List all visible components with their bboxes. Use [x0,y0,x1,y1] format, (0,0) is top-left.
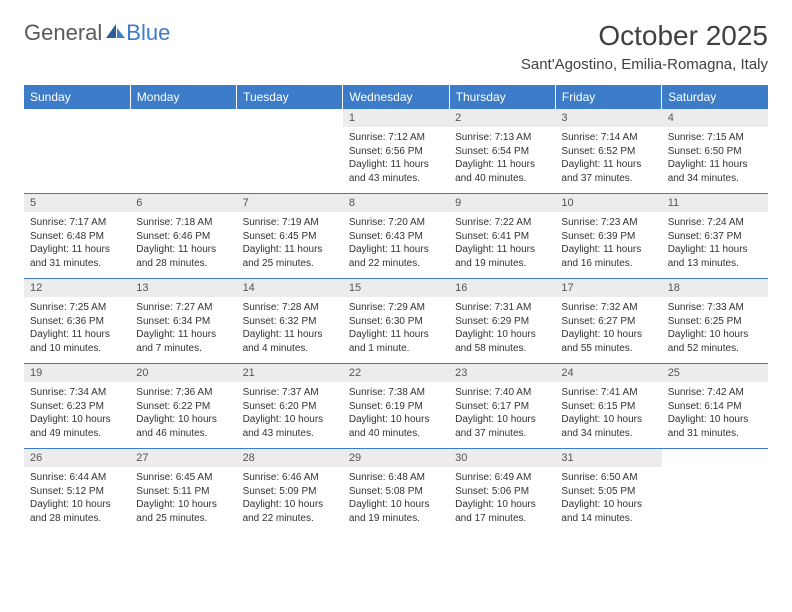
day-header: Friday [555,85,661,109]
day-number-cell: 26 [24,449,130,468]
day-content-cell: Sunrise: 7:19 AMSunset: 6:45 PMDaylight:… [237,212,343,279]
day-number-cell: 31 [555,449,661,468]
day-number-cell: 18 [662,279,768,298]
day-content-cell: Sunrise: 7:31 AMSunset: 6:29 PMDaylight:… [449,297,555,364]
day-number-cell: 29 [343,449,449,468]
day-number-cell [662,449,768,468]
daynum-row: 567891011 [24,194,768,213]
day-number-cell [24,109,130,127]
day-number-cell: 22 [343,364,449,383]
header: General Blue October 2025 Sant'Agostino,… [24,20,768,73]
content-row: Sunrise: 6:44 AMSunset: 5:12 PMDaylight:… [24,467,768,533]
day-content-cell: Sunrise: 7:13 AMSunset: 6:54 PMDaylight:… [449,127,555,194]
day-content-cell: Sunrise: 7:18 AMSunset: 6:46 PMDaylight:… [130,212,236,279]
day-header: Tuesday [237,85,343,109]
day-number-cell: 24 [555,364,661,383]
day-content-cell: Sunrise: 7:22 AMSunset: 6:41 PMDaylight:… [449,212,555,279]
day-header: Wednesday [343,85,449,109]
day-number-cell: 2 [449,109,555,127]
location: Sant'Agostino, Emilia-Romagna, Italy [521,56,768,73]
content-row: Sunrise: 7:34 AMSunset: 6:23 PMDaylight:… [24,382,768,449]
day-header: Monday [130,85,236,109]
day-content-cell: Sunrise: 7:34 AMSunset: 6:23 PMDaylight:… [24,382,130,449]
day-number-cell [237,109,343,127]
day-number-cell: 5 [24,194,130,213]
day-content-cell: Sunrise: 7:41 AMSunset: 6:15 PMDaylight:… [555,382,661,449]
day-content-cell: Sunrise: 7:27 AMSunset: 6:34 PMDaylight:… [130,297,236,364]
logo: General Blue [24,20,170,46]
day-number-cell: 8 [343,194,449,213]
day-content-cell [237,127,343,194]
content-row: Sunrise: 7:12 AMSunset: 6:56 PMDaylight:… [24,127,768,194]
day-content-cell: Sunrise: 6:44 AMSunset: 5:12 PMDaylight:… [24,467,130,533]
day-content-cell: Sunrise: 6:49 AMSunset: 5:06 PMDaylight:… [449,467,555,533]
day-content-cell: Sunrise: 7:25 AMSunset: 6:36 PMDaylight:… [24,297,130,364]
day-number-cell: 30 [449,449,555,468]
day-content-cell: Sunrise: 7:24 AMSunset: 6:37 PMDaylight:… [662,212,768,279]
content-row: Sunrise: 7:25 AMSunset: 6:36 PMDaylight:… [24,297,768,364]
day-number-cell: 21 [237,364,343,383]
day-number-cell: 11 [662,194,768,213]
day-number-cell: 17 [555,279,661,298]
day-number-cell: 3 [555,109,661,127]
day-content-cell: Sunrise: 7:40 AMSunset: 6:17 PMDaylight:… [449,382,555,449]
day-content-cell [130,127,236,194]
day-number-cell: 10 [555,194,661,213]
day-content-cell: Sunrise: 7:38 AMSunset: 6:19 PMDaylight:… [343,382,449,449]
day-content-cell: Sunrise: 7:42 AMSunset: 6:14 PMDaylight:… [662,382,768,449]
day-header: Sunday [24,85,130,109]
day-number-cell: 1 [343,109,449,127]
day-content-cell: Sunrise: 7:20 AMSunset: 6:43 PMDaylight:… [343,212,449,279]
day-content-cell: Sunrise: 7:32 AMSunset: 6:27 PMDaylight:… [555,297,661,364]
title-block: October 2025 Sant'Agostino, Emilia-Romag… [521,20,768,73]
day-header-row: SundayMondayTuesdayWednesdayThursdayFrid… [24,85,768,109]
day-content-cell: Sunrise: 6:45 AMSunset: 5:11 PMDaylight:… [130,467,236,533]
day-content-cell: Sunrise: 7:14 AMSunset: 6:52 PMDaylight:… [555,127,661,194]
calendar-table: SundayMondayTuesdayWednesdayThursdayFrid… [24,85,768,533]
day-content-cell: Sunrise: 7:29 AMSunset: 6:30 PMDaylight:… [343,297,449,364]
day-content-cell: Sunrise: 7:17 AMSunset: 6:48 PMDaylight:… [24,212,130,279]
day-content-cell: Sunrise: 6:48 AMSunset: 5:08 PMDaylight:… [343,467,449,533]
logo-text-2: Blue [126,20,170,46]
day-number-cell: 25 [662,364,768,383]
day-content-cell: Sunrise: 6:46 AMSunset: 5:09 PMDaylight:… [237,467,343,533]
day-number-cell: 27 [130,449,236,468]
day-content-cell: Sunrise: 7:33 AMSunset: 6:25 PMDaylight:… [662,297,768,364]
day-content-cell: Sunrise: 7:37 AMSunset: 6:20 PMDaylight:… [237,382,343,449]
content-row: Sunrise: 7:17 AMSunset: 6:48 PMDaylight:… [24,212,768,279]
day-number-cell [130,109,236,127]
day-number-cell: 13 [130,279,236,298]
page-title: October 2025 [521,20,768,52]
day-content-cell [662,467,768,533]
logo-sail-icon [104,20,126,46]
daynum-row: 1234 [24,109,768,127]
day-content-cell: Sunrise: 7:23 AMSunset: 6:39 PMDaylight:… [555,212,661,279]
day-number-cell: 23 [449,364,555,383]
logo-text-1: General [24,20,102,46]
day-number-cell: 12 [24,279,130,298]
day-content-cell: Sunrise: 6:50 AMSunset: 5:05 PMDaylight:… [555,467,661,533]
day-content-cell: Sunrise: 7:15 AMSunset: 6:50 PMDaylight:… [662,127,768,194]
day-number-cell: 15 [343,279,449,298]
day-number-cell: 16 [449,279,555,298]
day-content-cell: Sunrise: 7:12 AMSunset: 6:56 PMDaylight:… [343,127,449,194]
day-content-cell [24,127,130,194]
daynum-row: 262728293031 [24,449,768,468]
day-number-cell: 28 [237,449,343,468]
day-number-cell: 19 [24,364,130,383]
day-header: Thursday [449,85,555,109]
day-number-cell: 7 [237,194,343,213]
day-number-cell: 4 [662,109,768,127]
day-number-cell: 20 [130,364,236,383]
day-number-cell: 6 [130,194,236,213]
day-content-cell: Sunrise: 7:28 AMSunset: 6:32 PMDaylight:… [237,297,343,364]
day-content-cell: Sunrise: 7:36 AMSunset: 6:22 PMDaylight:… [130,382,236,449]
day-header: Saturday [662,85,768,109]
day-number-cell: 14 [237,279,343,298]
daynum-row: 19202122232425 [24,364,768,383]
daynum-row: 12131415161718 [24,279,768,298]
day-number-cell: 9 [449,194,555,213]
